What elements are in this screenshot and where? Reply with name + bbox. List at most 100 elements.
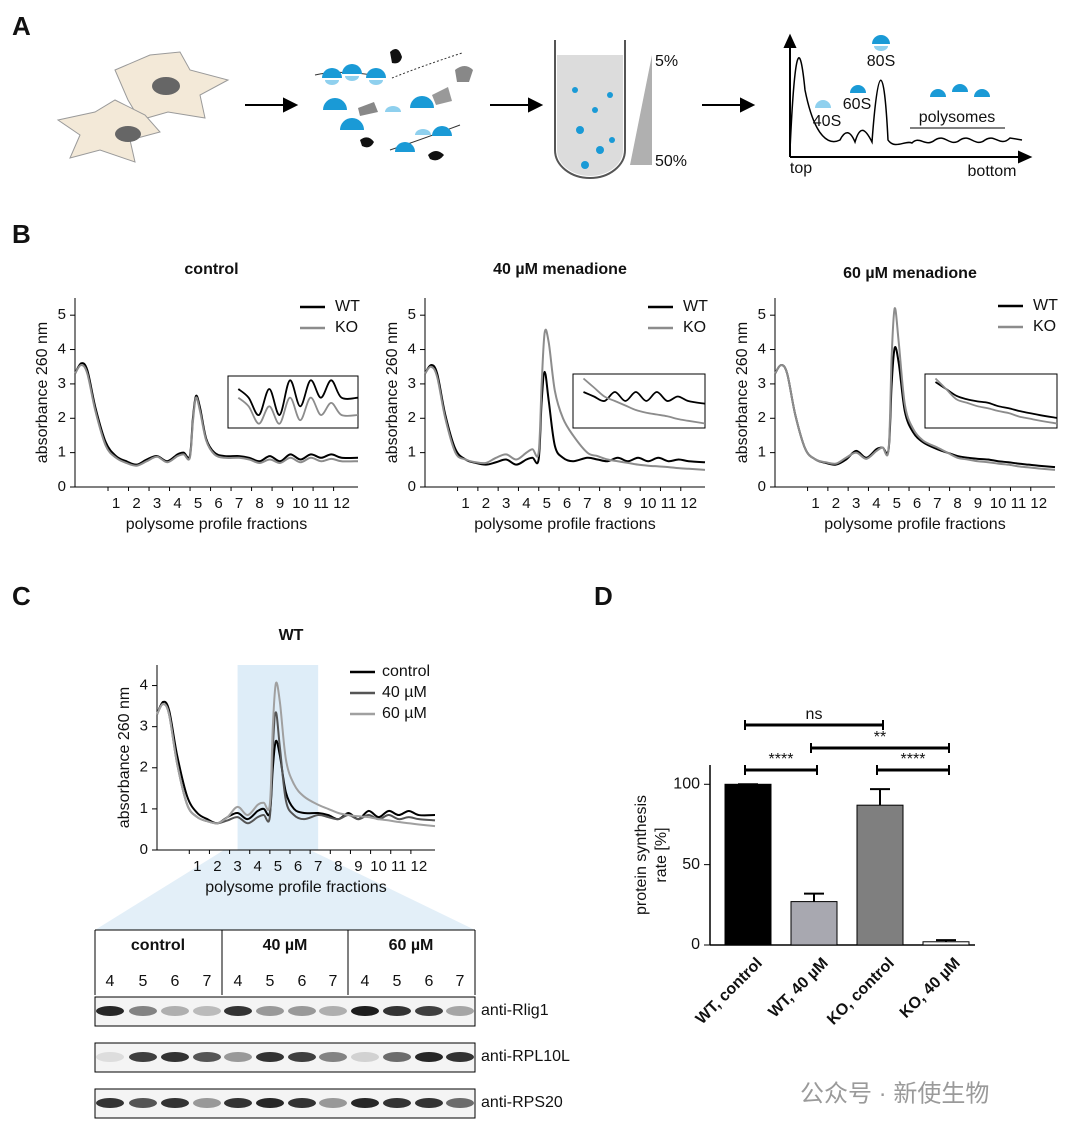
inset-series: [582, 377, 706, 425]
legend-label: KO: [1033, 318, 1056, 335]
legend-label: control: [382, 663, 430, 680]
x-tick-label: 8: [255, 495, 263, 512]
lane-label: 5: [266, 973, 275, 990]
y-tick-label: 3: [408, 375, 416, 392]
x-tick-label: 11: [391, 858, 407, 875]
inset-series: [237, 379, 359, 416]
panel-label: A: [12, 11, 31, 41]
y-tick-label: 0: [58, 478, 66, 495]
blot-band: [96, 1006, 124, 1016]
legend-label: KO: [683, 319, 706, 336]
x-tick-label: 7: [314, 858, 322, 875]
y-tick-label: 4: [408, 341, 416, 358]
lane-label: 7: [203, 973, 212, 990]
schematic: 5% 50% 40S 60S 80S polysomes top bottom: [56, 33, 1033, 180]
significance-label: ****: [769, 751, 794, 768]
x-tick-label: 2: [213, 858, 221, 875]
bar: [790, 901, 838, 946]
y-axis-label: absorbance 260 nm: [384, 322, 401, 463]
x-tick-label: 7: [583, 495, 591, 512]
x-tick-label: 2: [132, 495, 140, 512]
blot-band: [319, 1006, 347, 1016]
y-axis-label: absorbance 260 nm: [734, 322, 751, 463]
y-tick-label: 1: [408, 444, 416, 461]
y-tick-label: 3: [140, 718, 148, 735]
y-tick-label: 5: [408, 306, 416, 323]
x-tick-label: 3: [233, 858, 241, 875]
watermark: 公众号 · 新使生物: [800, 1080, 989, 1107]
panel-label: B: [12, 219, 31, 249]
x-tick-label: 11: [1011, 495, 1027, 512]
x-tick-label: 9: [624, 495, 632, 512]
gradient-label: 5%: [655, 53, 678, 70]
blot-band: [161, 1006, 189, 1016]
x-tick-label: 3: [852, 495, 860, 512]
x-tick-label: 5: [893, 495, 901, 512]
blot-band: [224, 1006, 252, 1016]
y-tick-label: 4: [140, 677, 148, 694]
x-tick-label: 1: [461, 495, 469, 512]
blot-band: [415, 1098, 443, 1108]
blot-band: [288, 1098, 316, 1108]
blot-band: [129, 1052, 157, 1062]
lane-label: 5: [393, 973, 402, 990]
y-axis-label: absorbance 260 nm: [116, 687, 133, 828]
blot-band: [161, 1098, 189, 1108]
x-tick-label: 4: [254, 858, 262, 875]
x-tick-label: 10: [370, 858, 387, 875]
lane-label: 6: [298, 973, 307, 990]
bar: [856, 804, 904, 946]
blot-band: [319, 1098, 347, 1108]
x-tick-label: 6: [294, 858, 302, 875]
gradient-label: 50%: [655, 153, 687, 170]
chart-title: 60 µM menadione: [843, 265, 977, 282]
legend-label: 40 µM: [382, 684, 427, 701]
x-tick-label: 11: [313, 495, 329, 512]
axis-label: bottom: [968, 163, 1017, 180]
blot-band: [96, 1052, 124, 1062]
peak-label: 60S: [843, 96, 871, 113]
lane-label: 6: [171, 973, 180, 990]
x-tick-label: 6: [913, 495, 921, 512]
legend-label: 60 µM: [382, 705, 427, 722]
significance-label: **: [874, 729, 886, 746]
x-tick-label: 4: [872, 495, 880, 512]
blot-band: [383, 1006, 411, 1016]
blot-band: [193, 1052, 221, 1062]
blot-band: [415, 1006, 443, 1016]
x-axis-label: polysome profile fractions: [126, 516, 307, 533]
blot-band: [446, 1052, 474, 1062]
blot: [94, 929, 476, 995]
y-tick-label: 2: [58, 409, 66, 426]
x-tick-label: 8: [603, 495, 611, 512]
chart-title: control: [184, 261, 238, 278]
legend-label: WT: [1033, 297, 1058, 314]
nucleus: [115, 126, 141, 142]
panel-label: D: [594, 581, 613, 611]
y-tick-label: 1: [58, 444, 66, 461]
x-tick-label: 2: [832, 495, 840, 512]
blot-band: [415, 1052, 443, 1062]
x-tick-label: 9: [276, 495, 284, 512]
inset-series: [583, 391, 706, 405]
y-tick-label: 0: [140, 841, 148, 858]
y-tick-label: 5: [58, 306, 66, 323]
blot-band: [383, 1098, 411, 1108]
significance-label: ****: [901, 751, 926, 768]
blot-band: [256, 1006, 284, 1016]
blot-strip: [94, 1042, 476, 1073]
blot-band: [288, 1006, 316, 1016]
x-axis-label: polysome profile fractions: [474, 516, 655, 533]
bar: [724, 783, 772, 946]
line-series: [424, 328, 706, 471]
legend-label: WT: [683, 298, 708, 315]
blot-band: [193, 1098, 221, 1108]
x-tick-label: 6: [563, 495, 571, 512]
blot-band: [224, 1098, 252, 1108]
x-tick-label: 4: [522, 495, 530, 512]
x-tick-label: 1: [193, 858, 201, 875]
x-tick-label: 3: [153, 495, 161, 512]
blot-group: 40 µM: [263, 937, 308, 954]
blot-band: [288, 1052, 316, 1062]
